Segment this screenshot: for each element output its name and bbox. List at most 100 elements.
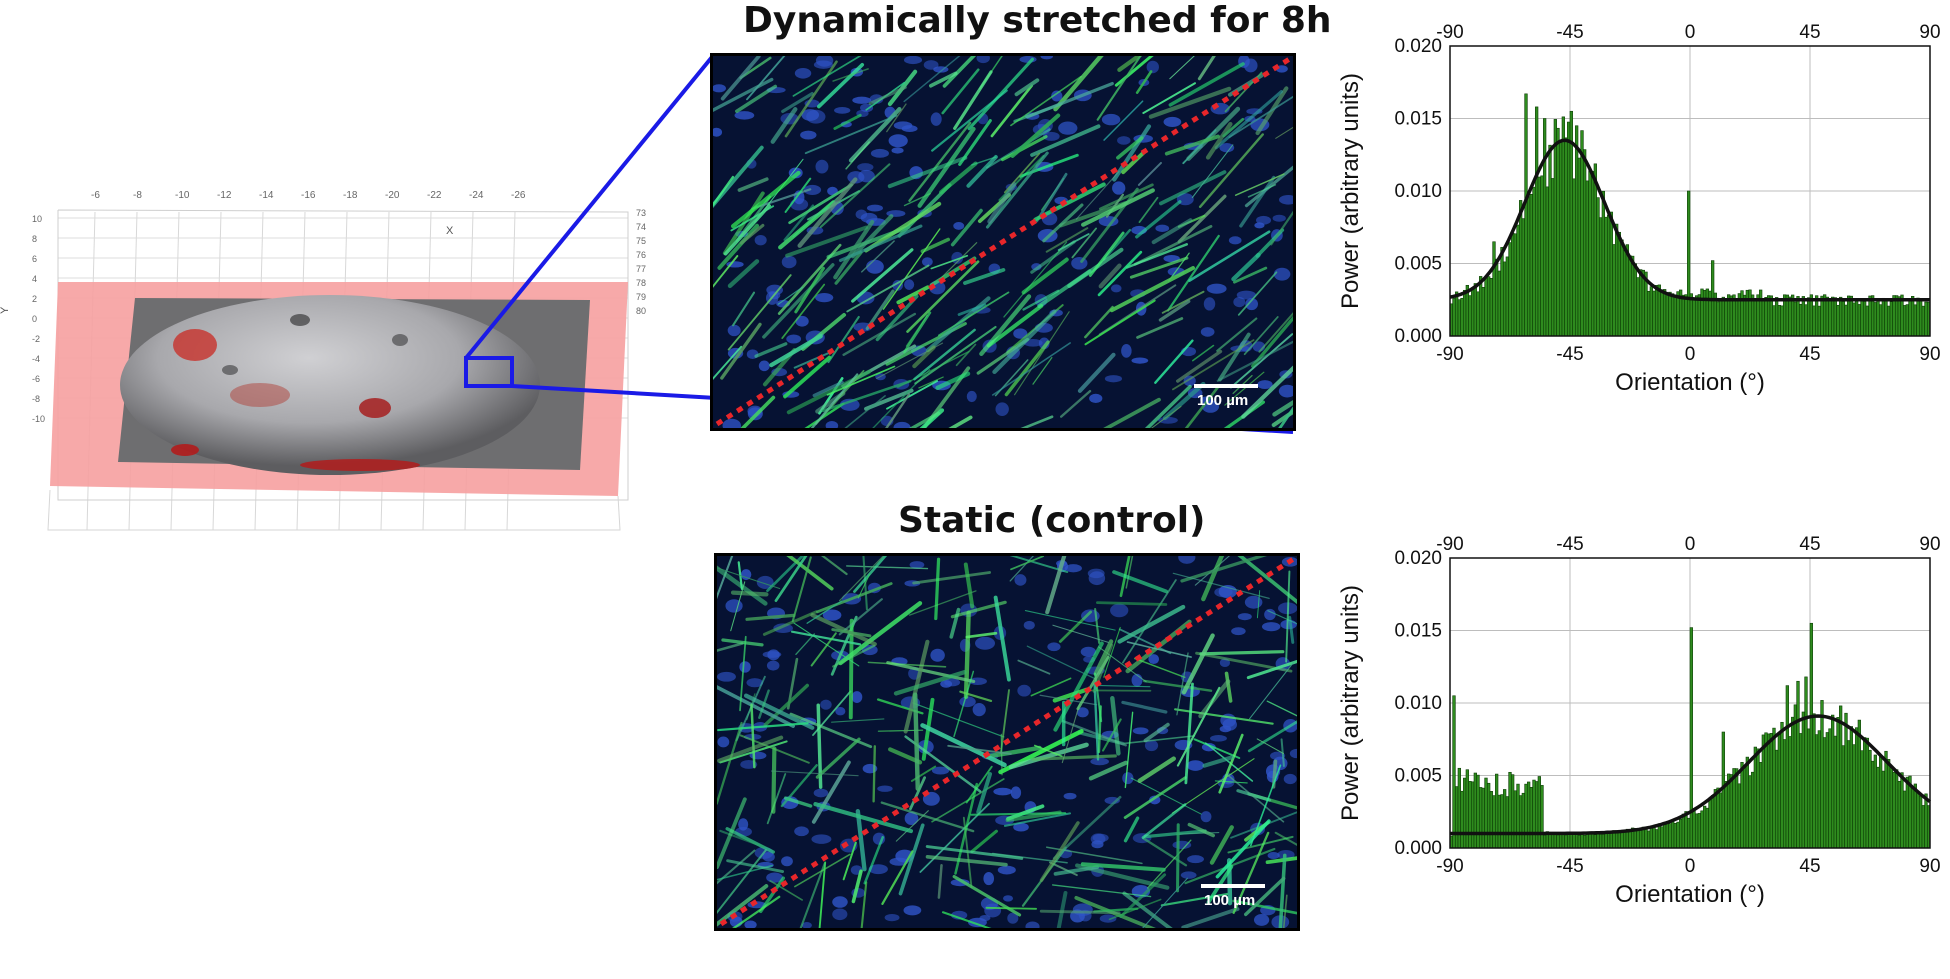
- fibre: [838, 224, 923, 262]
- fibre: [999, 689, 1010, 754]
- nucleus: [1261, 622, 1281, 632]
- fibre: [867, 661, 947, 668]
- histogram-bar: [1849, 726, 1853, 849]
- fibre: [1191, 344, 1215, 362]
- fibre: [941, 911, 992, 928]
- nucleus: [1112, 181, 1126, 195]
- fibre: [713, 175, 735, 207]
- nucleus: [839, 398, 860, 411]
- fibre: [929, 71, 958, 88]
- histogram-bar: [1759, 762, 1763, 849]
- fibre: [1237, 271, 1278, 316]
- fibre: [1142, 877, 1188, 928]
- nucleus: [1272, 214, 1286, 222]
- fibre: [717, 722, 809, 732]
- fibre: [1230, 811, 1297, 839]
- fibre: [1275, 126, 1293, 139]
- fibre: [1176, 349, 1223, 383]
- histogram-bar: [1567, 121, 1571, 337]
- fibre: [842, 841, 857, 881]
- fibre: [1249, 764, 1282, 847]
- histogram-bar: [1652, 290, 1656, 337]
- histogram-bar: [1815, 734, 1819, 849]
- histogram-bar: [1639, 830, 1643, 849]
- nucleus: [1076, 707, 1089, 718]
- nucleus: [1146, 60, 1159, 74]
- histogram-bar: [1780, 721, 1784, 849]
- fibre: [939, 242, 978, 280]
- fibre: [1004, 340, 1050, 397]
- fibre: [818, 861, 827, 928]
- histogram-bar: [1524, 783, 1528, 849]
- histogram-bar: [1564, 137, 1568, 337]
- histogram-bar: [1793, 301, 1797, 337]
- histogram-bar: [1489, 791, 1493, 849]
- nucleus: [734, 111, 755, 120]
- histogram-bar: [1497, 794, 1501, 849]
- fibre: [1129, 256, 1189, 279]
- nucleus: [832, 908, 848, 921]
- nucleus: [1047, 642, 1061, 652]
- histogram-bar: [1503, 261, 1507, 337]
- histogram-bar: [1649, 827, 1653, 849]
- histogram-bar: [1495, 773, 1499, 849]
- fibre: [1057, 233, 1090, 252]
- histogram-bar: [1596, 197, 1600, 337]
- fibre: [1121, 700, 1168, 714]
- fibre: [1193, 738, 1241, 759]
- histogram-bar: [1628, 831, 1632, 849]
- fibre: [886, 380, 939, 410]
- histogram-bar: [1823, 737, 1827, 849]
- histogram-bar: [1577, 834, 1581, 849]
- histogram-bar: [1607, 214, 1611, 337]
- fibre: [739, 734, 810, 764]
- nucleus: [815, 293, 834, 303]
- fibre: [1247, 720, 1297, 753]
- nucleus: [773, 623, 793, 633]
- histogram-bar: [1833, 297, 1837, 337]
- histogram-bar: [1604, 832, 1608, 849]
- fibre: [976, 771, 993, 815]
- fibre: [1088, 231, 1125, 277]
- fibre: [986, 303, 1044, 348]
- nucleus: [825, 421, 839, 428]
- fibre: [985, 151, 1049, 229]
- histogram-bar: [1831, 714, 1835, 849]
- histogram-bar: [1911, 787, 1915, 849]
- fibre: [845, 141, 870, 170]
- fibre: [1234, 173, 1285, 196]
- fibre: [872, 745, 876, 803]
- panel-title-stretched: Dynamically stretched for 8h: [743, 0, 1332, 41]
- fibre: [813, 802, 914, 834]
- surface-x-tick: -20: [385, 190, 400, 201]
- fibre: [1229, 333, 1293, 389]
- nucleus: [888, 134, 908, 148]
- histogram-bar: [1775, 297, 1779, 337]
- fibre: [1194, 556, 1231, 586]
- fibre: [1150, 405, 1182, 428]
- fibre: [957, 303, 987, 316]
- fibre: [1228, 775, 1285, 823]
- histogram-bar: [1897, 296, 1901, 337]
- histogram-bar: [1649, 286, 1653, 337]
- nucleus: [1007, 912, 1019, 924]
- nucleus: [1122, 772, 1134, 785]
- histogram-bar: [1471, 781, 1475, 849]
- x-tick-label: 45: [1799, 344, 1820, 365]
- histogram-bar: [1881, 770, 1885, 849]
- fibre: [1151, 218, 1193, 245]
- histogram-bar: [1519, 795, 1523, 849]
- histogram-bar: [1511, 774, 1515, 849]
- fibre: [791, 630, 862, 646]
- fibre: [887, 155, 968, 189]
- fibre: [880, 801, 975, 833]
- dark-spot: [222, 365, 238, 375]
- histogram-bar: [1503, 789, 1507, 849]
- fibre: [812, 380, 844, 398]
- histogram-bar: [1556, 834, 1560, 849]
- fibre: [1205, 121, 1233, 160]
- fibre: [1097, 250, 1143, 297]
- histogram-bar: [1764, 297, 1768, 337]
- nucleus: [1132, 727, 1149, 735]
- fibre: [886, 661, 976, 684]
